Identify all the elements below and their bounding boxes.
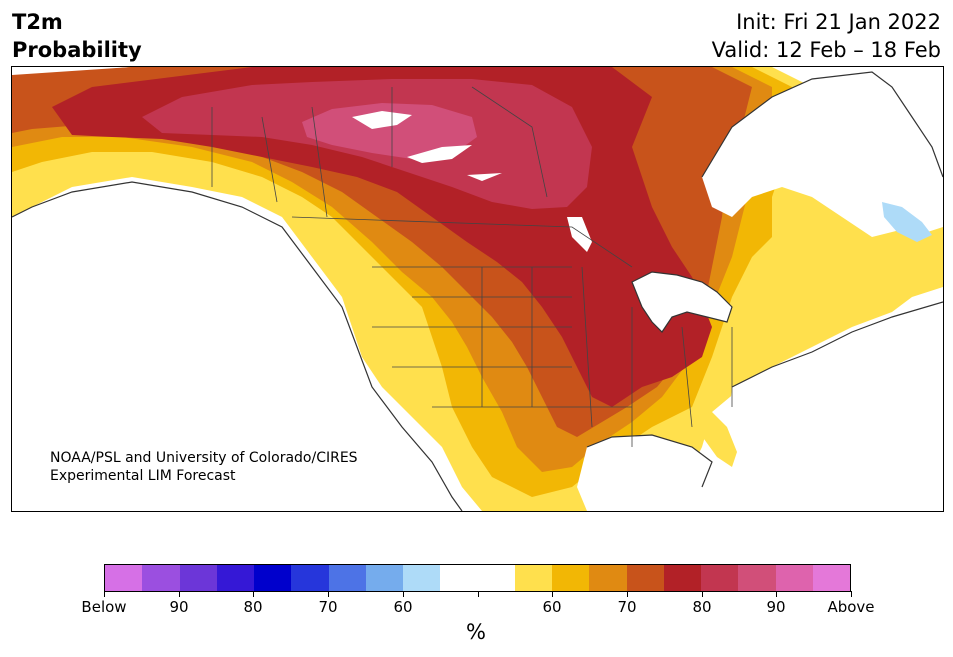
- map-credit: NOAA/PSL and University of Colorado/CIRE…: [50, 449, 358, 485]
- colorbar-segment: [552, 565, 590, 591]
- colorbar-tick: [627, 591, 628, 597]
- below-60-patch: [882, 202, 932, 242]
- forecast-dates: Init: Fri 21 Jan 2022 Valid: 12 Feb – 18…: [712, 8, 941, 64]
- credit-line-1: NOAA/PSL and University of Colorado/CIRE…: [50, 450, 358, 466]
- colorbar-tick-label: Above: [827, 598, 875, 616]
- colorbar-tick-label: 80: [243, 598, 263, 616]
- valid-period: Valid: 12 Feb – 18 Feb: [711, 38, 941, 62]
- colorbar-tick-label: 80: [692, 598, 712, 616]
- colorbar-tick: [253, 591, 254, 597]
- colorbar-segment: [663, 565, 701, 591]
- colorbar-tick: [403, 591, 404, 597]
- colorbar-tick-label: 60: [393, 598, 413, 616]
- northern-lakes: [352, 111, 592, 252]
- credit-line-2: Experimental LIM Forecast: [50, 468, 236, 484]
- colorbar-tick-label: Below: [81, 598, 127, 616]
- colorbar-tick: [104, 591, 105, 597]
- colorbar-tick: [179, 591, 180, 597]
- colorbar-tick: [702, 591, 703, 597]
- colorbar-tick-label: 70: [617, 598, 637, 616]
- colorbar-segment: [105, 565, 143, 591]
- pacific-ocean: [12, 182, 462, 511]
- colorbar-segment: [254, 565, 292, 591]
- colorbar-segment: [626, 565, 664, 591]
- colorbar-tick: [851, 591, 852, 597]
- colorbar-tick-label: 90: [766, 598, 786, 616]
- map-canvas: [12, 67, 943, 511]
- colorbar: [104, 564, 851, 592]
- colorbar-segment: [328, 565, 366, 591]
- colorbar-tick: [552, 591, 553, 597]
- colorbar-segment: [179, 565, 217, 591]
- title-product: Probability: [12, 38, 142, 62]
- colorbar-tick: [776, 591, 777, 597]
- political-borders: [211, 86, 733, 447]
- colorbar-segment: [440, 565, 478, 591]
- probability-map: NOAA/PSL and University of Colorado/CIRE…: [11, 66, 944, 512]
- colorbar-segment: [477, 565, 515, 591]
- colorbar-segment: [701, 565, 739, 591]
- colorbar-tick: [478, 591, 479, 597]
- colorbar-segment: [812, 565, 850, 591]
- colorbar-segment: [589, 565, 627, 591]
- colorbar-segment: [738, 565, 776, 591]
- colorbar-tick-label: 70: [318, 598, 338, 616]
- colorbar-tick-label: 90: [169, 598, 189, 616]
- coastlines: [12, 71, 943, 511]
- atlantic-ocean: [712, 302, 943, 511]
- hudson-bay: [702, 72, 943, 237]
- map-title: T2m Probability: [12, 8, 142, 64]
- colorbar-tick: [328, 591, 329, 597]
- gulf-of-mexico: [577, 435, 712, 511]
- colorbar-segment: [365, 565, 403, 591]
- florida: [692, 412, 737, 467]
- title-variable: T2m: [12, 10, 63, 34]
- colorbar-segment: [291, 565, 329, 591]
- colorbar-tick-label: 60: [542, 598, 562, 616]
- colorbar-segment: [514, 565, 552, 591]
- colorbar-segment: [403, 565, 441, 591]
- colorbar-unit: %: [466, 620, 486, 644]
- colorbar-segment: [216, 565, 254, 591]
- region-95: [302, 103, 477, 159]
- colorbar-segment: [142, 565, 180, 591]
- colorbar-segment: [775, 565, 813, 591]
- init-date: Init: Fri 21 Jan 2022: [736, 10, 941, 34]
